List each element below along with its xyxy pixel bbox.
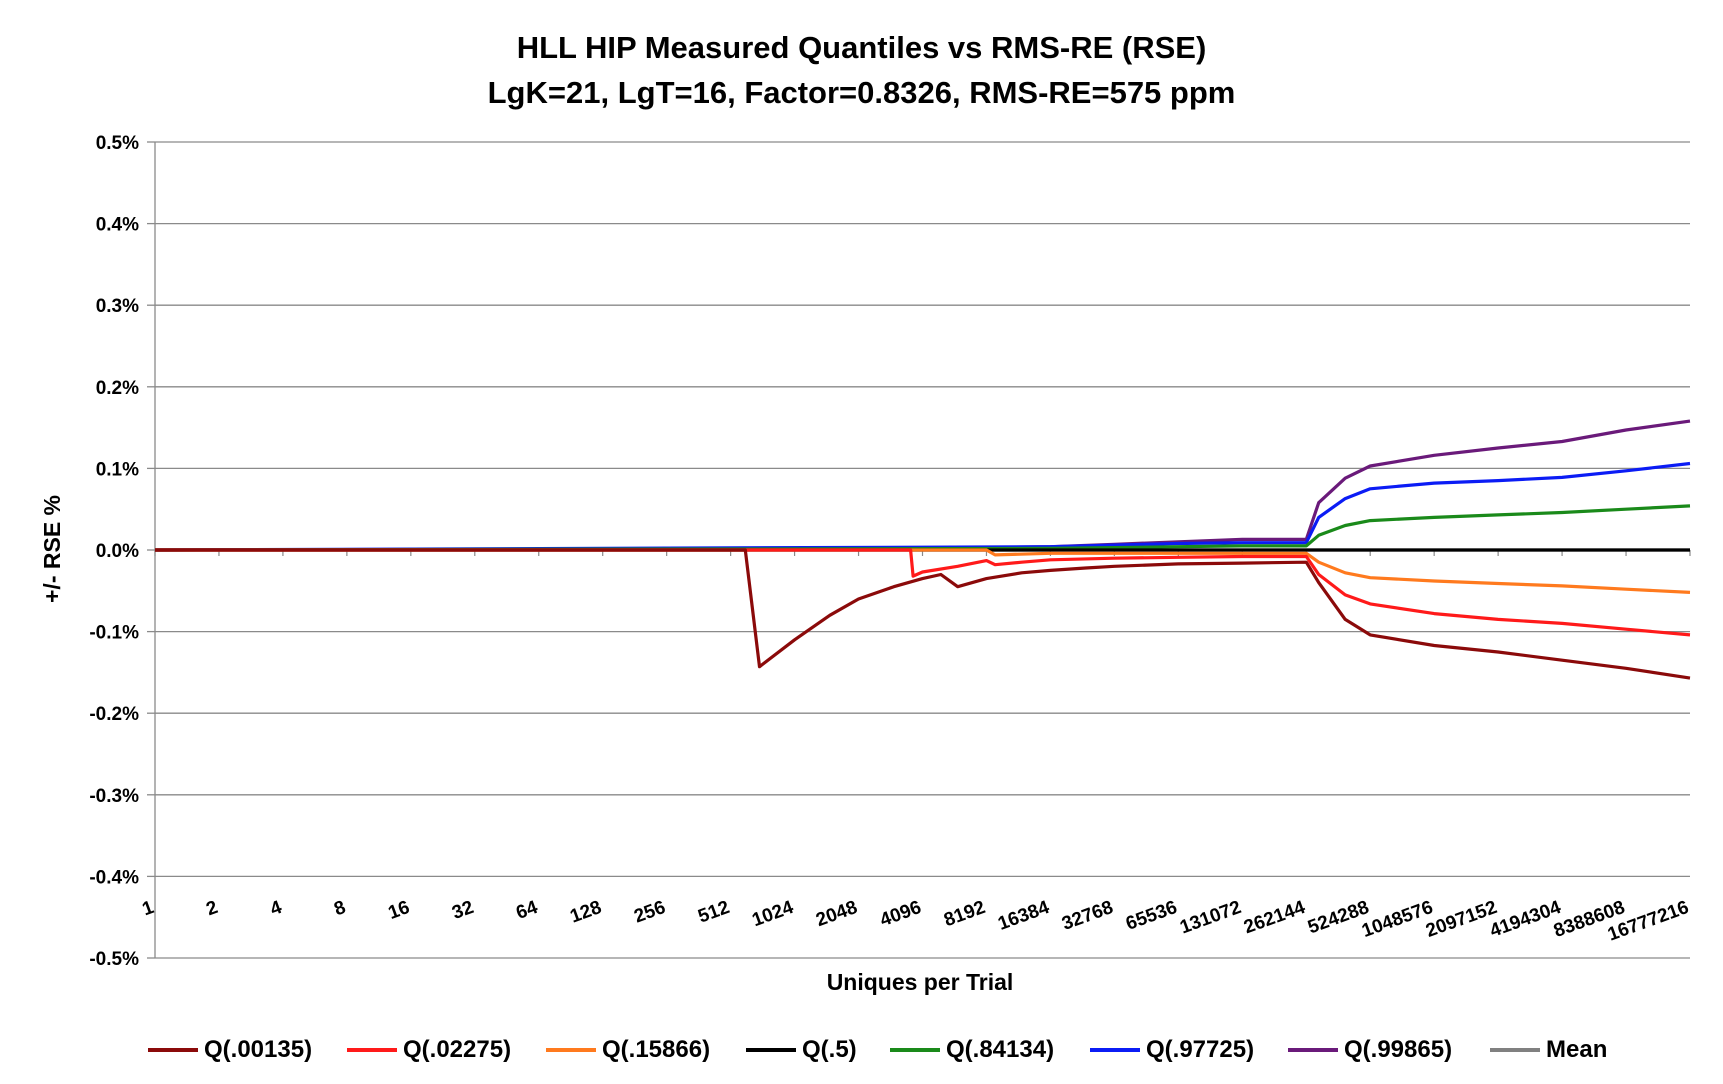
- x-tick-label: 1024: [749, 897, 796, 931]
- x-tick-label: 4194304: [1487, 897, 1564, 942]
- legend-label: Mean: [1546, 1036, 1608, 1063]
- y-tick-label: -0.3%: [89, 786, 139, 807]
- x-tick-label: 2097152: [1423, 897, 1500, 942]
- y-tick-label: 0.5%: [96, 133, 139, 154]
- legend-item: Q(.15866): [546, 1032, 710, 1068]
- x-tick-label: 256: [631, 897, 668, 928]
- legend-item: Q(.97725): [1090, 1032, 1254, 1068]
- x-tick-label: 1048576: [1359, 897, 1436, 942]
- x-tick-label: 65536: [1123, 897, 1180, 935]
- x-tick-label: 64: [513, 897, 540, 924]
- series-line-2: [155, 548, 1691, 637]
- x-tick-label: 4096: [877, 897, 924, 931]
- legend: Q(.00135) Q(.02275) Q(.15866) Q(.5) Q(.84134…: [0, 1032, 1723, 1068]
- legend-swatch: [1288, 1048, 1338, 1052]
- x-tick-label: 32: [449, 897, 476, 924]
- legend-label: Q(.00135): [204, 1036, 313, 1063]
- x-tick-label: 16384: [995, 897, 1052, 935]
- x-tick-label: 262144: [1241, 897, 1308, 939]
- x-tick-label: 32768: [1059, 897, 1116, 935]
- legend-label: Q(.15866): [602, 1036, 711, 1063]
- x-tick-label: 8: [331, 897, 348, 920]
- legend-item: Q(.02275): [347, 1032, 511, 1068]
- x-tick-label: 16: [385, 897, 412, 924]
- x-tick-label: 131072: [1177, 897, 1244, 938]
- x-tick-label: 4: [268, 897, 286, 920]
- x-tick-label: 2048: [813, 897, 860, 931]
- series-line-6: [154, 461, 1691, 552]
- y-tick-label: 0.0%: [96, 541, 139, 562]
- x-axis-label: Uniques per Trial: [827, 969, 1014, 995]
- y-tick-label: -0.5%: [89, 949, 139, 970]
- legend-label: Q(.5): [802, 1036, 857, 1063]
- legend-item: Q(.99865): [1288, 1032, 1452, 1068]
- y-tick-label: -0.2%: [89, 704, 139, 725]
- legend-item: Q(.84134): [890, 1032, 1054, 1068]
- legend-item: Q(.5): [746, 1032, 857, 1068]
- series-lines: [154, 419, 1691, 680]
- y-tick-label: -0.4%: [89, 867, 139, 888]
- legend-label: Q(.97725): [1146, 1036, 1255, 1063]
- series-line-1: [155, 548, 1691, 680]
- legend-item: Q(.00135): [148, 1032, 312, 1068]
- x-tick-label: 128: [567, 897, 604, 928]
- legend-swatch: [1090, 1048, 1140, 1052]
- legend-item: Mean: [1490, 1032, 1607, 1068]
- x-tick-label: 512: [695, 897, 732, 928]
- series-line-7: [154, 419, 1691, 552]
- legend-swatch: [546, 1048, 596, 1052]
- legend-label: Q(.99865): [1344, 1036, 1453, 1063]
- legend-swatch: [746, 1048, 796, 1052]
- legend-swatch: [890, 1048, 940, 1052]
- legend-swatch: [1490, 1048, 1540, 1052]
- x-tick-label: 8192: [941, 897, 988, 931]
- legend-swatch: [148, 1048, 198, 1052]
- chart-subtitle: LgK=21, LgT=16, Factor=0.8326, RMS-RE=57…: [487, 75, 1236, 110]
- legend-swatch: [347, 1048, 397, 1052]
- chart-title: HLL HIP Measured Quantiles vs RMS-RE (RS…: [516, 30, 1207, 65]
- x-tick-label: 2: [204, 897, 221, 920]
- y-tick-label: 0.4%: [96, 215, 139, 236]
- y-tick-label: 0.1%: [96, 459, 139, 480]
- y-tick-label: 0.2%: [96, 378, 139, 399]
- series-line-5: [154, 504, 1691, 552]
- y-axis-label: +/- RSE %: [39, 495, 65, 603]
- y-tick-label: -0.1%: [89, 623, 139, 644]
- legend-label: Q(.02275): [403, 1036, 512, 1063]
- y-tick-label: 0.3%: [96, 296, 139, 317]
- series-line-3: [155, 548, 1691, 594]
- legend-label: Q(.84134): [946, 1036, 1055, 1063]
